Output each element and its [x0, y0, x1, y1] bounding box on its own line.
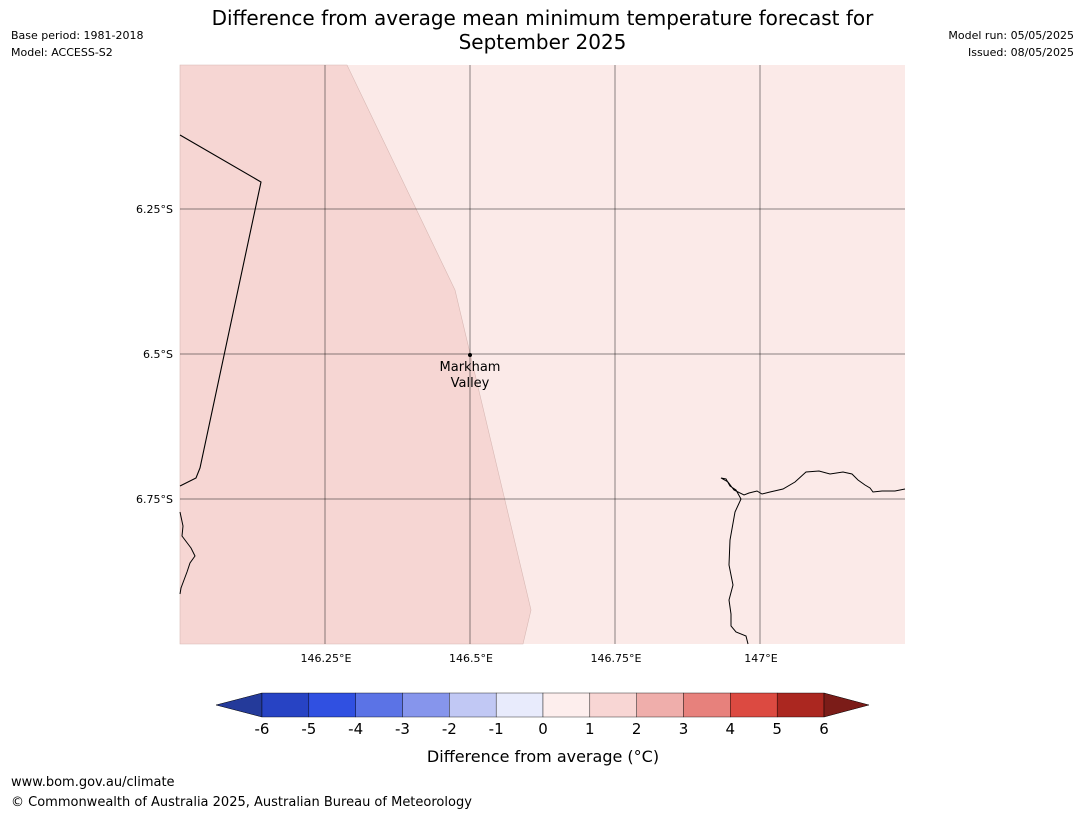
colorbar-tick-label: -6 — [254, 720, 270, 738]
colorbar-tick-label: 2 — [631, 720, 642, 738]
title-line-2: September 2025 — [458, 30, 627, 54]
colorbar-tick-label: -4 — [348, 720, 364, 738]
location-label: Markham Valley — [410, 360, 530, 392]
colorbar-tick-label: -2 — [441, 720, 457, 738]
colorbar-segment — [402, 692, 450, 718]
colorbar-tick-label: 5 — [772, 720, 782, 738]
lon-label-146-25: 146.25°E — [300, 652, 352, 665]
colorbar-segment — [261, 692, 310, 718]
issued-date: Issued: 08/05/2025 — [967, 46, 1074, 59]
colorbar-segment — [683, 692, 731, 718]
colorbar-tick-label: 3 — [678, 720, 689, 738]
map-band-1-2 — [179, 64, 532, 645]
location-name-line-1: Markham — [439, 360, 501, 375]
meta-left: Base period: 1981-2018 Model: ACCESS-S2 — [11, 27, 143, 61]
lon-label-146-5: 146.5°E — [449, 652, 493, 665]
colorbar-tick-label: -3 — [395, 720, 410, 738]
colorbar-tick-label: 6 — [819, 720, 829, 738]
lat-label-6-75: 6.75°S — [136, 493, 173, 506]
colorbar-segment — [730, 692, 778, 718]
colorbar-segment — [589, 692, 637, 718]
lat-label-6-5: 6.5°S — [143, 348, 173, 361]
province-boundary — [179, 134, 262, 487]
colorbar-segment — [542, 692, 591, 718]
meta-right: Model run: 05/05/2025 Issued: 08/05/2025 — [948, 27, 1074, 61]
lon-label-147: 147°E — [744, 652, 778, 665]
chart-title: Difference from average mean minimum tem… — [160, 6, 925, 54]
colorbar-segment — [636, 692, 684, 718]
base-period: Base period: 1981-2018 — [11, 29, 144, 42]
location-marker — [468, 353, 472, 357]
colorbar-segments — [215, 692, 870, 718]
colorbar-tick-label: 1 — [585, 720, 595, 738]
lon-label-146-75: 146.75°E — [590, 652, 642, 665]
colorbar-segment — [495, 692, 544, 718]
colorbar-segment — [308, 692, 356, 718]
colorbar-label: Difference from average (°C) — [426, 747, 660, 766]
coastline-east — [720, 470, 906, 645]
coastline-west — [179, 511, 196, 595]
colorbar-tick-label: 4 — [725, 720, 736, 738]
colorbar-segment — [776, 692, 825, 718]
colorbar-segment — [355, 692, 403, 718]
location-name-line-2: Valley — [450, 376, 490, 391]
colorbar-tick-label: 0 — [538, 720, 548, 738]
model-run: Model run: 05/05/2025 — [948, 29, 1074, 42]
footer-copyright: © Commonwealth of Australia 2025, Austra… — [11, 795, 472, 810]
model-name: Model: ACCESS-S2 — [11, 46, 113, 59]
lat-label-6-25: 6.25°S — [136, 203, 173, 216]
colorbar-extend-high — [823, 692, 870, 718]
colorbar-segment — [449, 692, 497, 718]
colorbar-extend-low — [215, 692, 263, 718]
footer-url[interactable]: www.bom.gov.au/climate — [11, 775, 175, 790]
gridlines — [180, 65, 905, 644]
title-line-1: Difference from average mean minimum tem… — [211, 6, 874, 30]
colorbar-tick-label: -5 — [301, 720, 317, 738]
colorbar-tick-label: -1 — [488, 720, 504, 738]
